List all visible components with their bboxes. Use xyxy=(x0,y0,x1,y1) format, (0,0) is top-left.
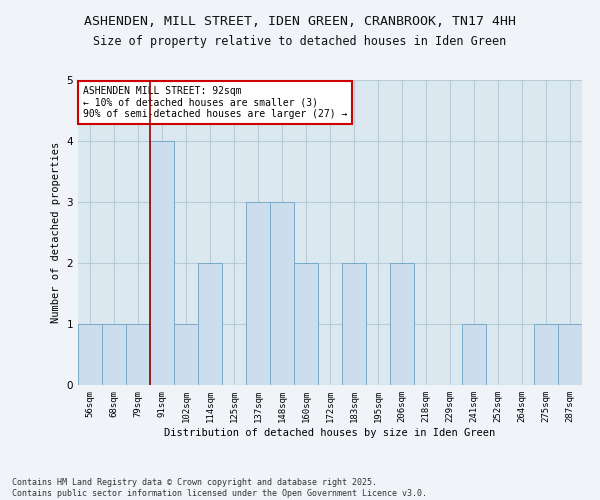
Bar xyxy=(246,202,270,385)
Y-axis label: Number of detached properties: Number of detached properties xyxy=(51,142,61,323)
Bar xyxy=(462,324,486,385)
Text: Contains HM Land Registry data © Crown copyright and database right 2025.
Contai: Contains HM Land Registry data © Crown c… xyxy=(12,478,427,498)
Bar xyxy=(78,324,102,385)
Bar xyxy=(294,263,318,385)
Bar xyxy=(102,324,126,385)
Text: ASHENDEN MILL STREET: 92sqm
← 10% of detached houses are smaller (3)
90% of semi: ASHENDEN MILL STREET: 92sqm ← 10% of det… xyxy=(83,86,347,120)
Bar xyxy=(270,202,294,385)
Bar xyxy=(390,263,414,385)
Bar xyxy=(342,263,366,385)
Bar xyxy=(150,141,174,385)
Text: Size of property relative to detached houses in Iden Green: Size of property relative to detached ho… xyxy=(94,35,506,48)
Bar xyxy=(558,324,582,385)
Bar xyxy=(198,263,222,385)
Text: ASHENDEN, MILL STREET, IDEN GREEN, CRANBROOK, TN17 4HH: ASHENDEN, MILL STREET, IDEN GREEN, CRANB… xyxy=(84,15,516,28)
Bar xyxy=(534,324,558,385)
Bar xyxy=(126,324,150,385)
X-axis label: Distribution of detached houses by size in Iden Green: Distribution of detached houses by size … xyxy=(164,428,496,438)
Bar xyxy=(174,324,198,385)
